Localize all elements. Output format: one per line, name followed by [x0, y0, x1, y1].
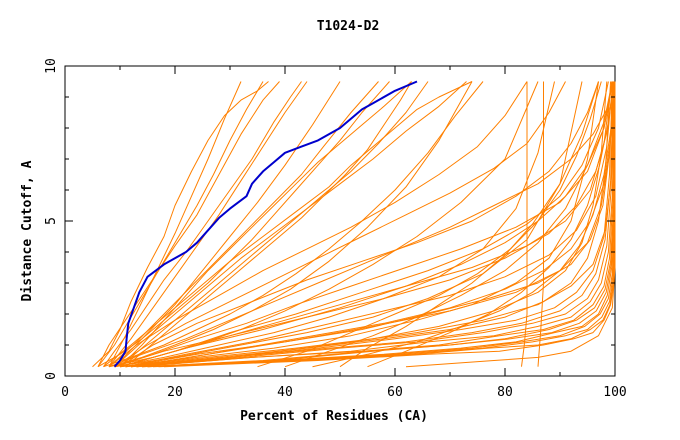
series-line [257, 81, 602, 368]
series-line [119, 81, 613, 368]
series-line [103, 81, 302, 367]
series-line [136, 81, 615, 368]
series-line [119, 81, 429, 368]
series-line [367, 81, 615, 368]
series-line [141, 81, 616, 368]
series-line [114, 81, 555, 368]
series-line [97, 81, 280, 367]
series-line [130, 81, 615, 368]
plot-area [64, 65, 616, 377]
series-line [108, 81, 379, 368]
series-line [163, 81, 616, 368]
series-line [130, 81, 615, 368]
highlight-series-line [113, 80, 418, 368]
x-tick-label: 60 [387, 385, 403, 400]
series-line [119, 81, 614, 368]
series-line [125, 81, 612, 368]
chart-title: T1024-D2 [317, 19, 380, 34]
series-line [114, 81, 467, 368]
x-tick-label: 100 [603, 385, 626, 400]
series-line [108, 81, 614, 368]
y-tick-label: 0 [44, 372, 59, 380]
series-line [108, 81, 528, 368]
series-line [147, 81, 616, 368]
series-line [125, 81, 613, 368]
series-line [130, 81, 614, 368]
x-tick-label: 0 [61, 385, 69, 400]
series-line [312, 81, 616, 368]
x-tick-label: 40 [277, 385, 293, 400]
y-tick-label: 5 [44, 217, 59, 225]
series-line [92, 81, 269, 368]
x-tick-label: 20 [167, 385, 183, 400]
series-line [119, 81, 609, 368]
series-line [284, 81, 613, 368]
series-line [339, 81, 599, 368]
x-tick-label: 80 [497, 385, 513, 400]
series-line [108, 81, 473, 368]
series-line [114, 81, 615, 368]
series-line [119, 81, 599, 368]
series-line [136, 81, 615, 368]
series-line [114, 81, 613, 368]
series-line [108, 81, 242, 367]
series-line [141, 81, 616, 368]
x-axis-label: Percent of Residues (CA) [240, 409, 428, 424]
series-line [158, 81, 616, 368]
series-line [97, 81, 264, 368]
series-line [119, 81, 412, 368]
series-line [147, 81, 616, 368]
series-line [136, 81, 615, 368]
series-layer [92, 80, 616, 368]
series-line [103, 81, 484, 368]
axis-ticks: 0 20 40 60 80 100 0 5 10 [44, 58, 627, 400]
series-line [405, 81, 616, 368]
y-tick-label: 10 [44, 58, 59, 74]
series-line [103, 81, 473, 368]
series-line [125, 81, 614, 368]
series-line [125, 81, 412, 368]
y-axis-label: Distance Cutoff, A [20, 160, 35, 301]
series-line [114, 81, 341, 368]
